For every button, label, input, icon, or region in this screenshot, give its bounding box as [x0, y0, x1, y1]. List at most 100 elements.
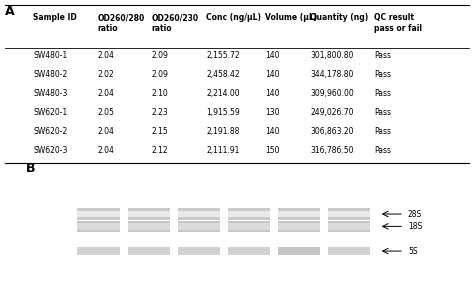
Bar	[278, 253, 320, 255]
Bar	[178, 249, 220, 253]
Bar	[77, 223, 119, 230]
Text: 2,214.00: 2,214.00	[206, 89, 240, 98]
Bar	[328, 249, 371, 253]
Text: SW480-2: SW480-2	[33, 70, 67, 79]
Text: SW620-2: SW620-2	[33, 127, 67, 136]
Text: 28S: 28S	[408, 210, 422, 218]
Bar	[228, 217, 270, 220]
Bar	[178, 223, 220, 230]
Bar	[77, 208, 119, 211]
Text: 2.10: 2.10	[152, 89, 168, 98]
Text: 2,111.91: 2,111.91	[206, 146, 239, 155]
Text: 140: 140	[265, 70, 280, 79]
Bar	[128, 223, 170, 230]
Bar	[278, 217, 320, 220]
Text: 2.23: 2.23	[152, 108, 168, 117]
Bar	[128, 247, 170, 249]
Bar	[328, 223, 371, 230]
Bar	[128, 211, 170, 217]
Text: Conc (ng/μL): Conc (ng/μL)	[206, 13, 261, 22]
Text: Quantity (ng): Quantity (ng)	[310, 13, 369, 22]
Text: SW480-3: SW480-3	[33, 89, 68, 98]
Bar	[328, 253, 371, 255]
Bar	[228, 211, 270, 217]
Text: 301,800.80: 301,800.80	[310, 51, 354, 60]
Bar	[278, 249, 320, 253]
Text: 2.04: 2.04	[97, 89, 114, 98]
Text: 3: 3	[196, 171, 201, 180]
Bar	[228, 247, 270, 249]
Text: 309,960.00: 309,960.00	[310, 89, 354, 98]
Bar	[278, 220, 320, 223]
Bar	[128, 249, 170, 253]
Text: 2.04: 2.04	[97, 127, 114, 136]
Text: OD260/280
ratio: OD260/280 ratio	[97, 13, 145, 33]
Text: SW620-3: SW620-3	[33, 146, 68, 155]
Bar	[228, 253, 270, 255]
Bar	[278, 208, 320, 211]
Text: Pass: Pass	[374, 127, 392, 136]
Text: Pass: Pass	[374, 51, 392, 60]
Text: 1,915.59: 1,915.59	[206, 108, 240, 117]
Text: 5: 5	[297, 171, 301, 180]
Text: 130: 130	[265, 108, 280, 117]
Text: Volume (μL): Volume (μL)	[265, 13, 318, 22]
Bar	[178, 220, 220, 223]
Bar	[77, 217, 119, 220]
Text: 249,026.70: 249,026.70	[310, 108, 354, 117]
Text: 2.15: 2.15	[152, 127, 168, 136]
Text: Sample ID: Sample ID	[33, 13, 77, 22]
Bar	[328, 230, 371, 232]
Text: 2,155.72: 2,155.72	[206, 51, 240, 60]
Text: Pass: Pass	[374, 146, 392, 155]
Text: 2.04: 2.04	[97, 51, 114, 60]
Text: 4: 4	[246, 171, 252, 180]
Bar	[228, 249, 270, 253]
Bar	[178, 217, 220, 220]
Bar	[278, 223, 320, 230]
Text: 1: 1	[96, 171, 101, 180]
Bar	[128, 217, 170, 220]
Text: 316,786.50: 316,786.50	[310, 146, 354, 155]
Bar	[328, 247, 371, 249]
Text: 2.09: 2.09	[152, 51, 169, 60]
Text: A: A	[5, 5, 14, 18]
Bar	[328, 217, 371, 220]
Bar	[128, 230, 170, 232]
Text: Pass: Pass	[374, 70, 392, 79]
Text: QC result
pass or fail: QC result pass or fail	[374, 13, 422, 33]
Bar	[178, 208, 220, 211]
Bar	[77, 253, 119, 255]
Bar	[178, 230, 220, 232]
Text: 6: 6	[347, 171, 352, 180]
Bar	[77, 220, 119, 223]
Bar	[128, 220, 170, 223]
Bar	[228, 223, 270, 230]
Bar	[77, 249, 119, 253]
Bar	[278, 211, 320, 217]
Bar	[128, 208, 170, 211]
Bar	[328, 208, 371, 211]
Bar	[77, 211, 119, 217]
Text: 2,458.42: 2,458.42	[206, 70, 240, 79]
Bar	[228, 220, 270, 223]
Text: 5S: 5S	[408, 247, 418, 255]
Text: 2,191.88: 2,191.88	[206, 127, 239, 136]
Bar	[228, 208, 270, 211]
Text: 140: 140	[265, 127, 280, 136]
Bar	[278, 247, 320, 249]
Bar	[128, 253, 170, 255]
Bar	[77, 230, 119, 232]
Text: Pass: Pass	[374, 108, 392, 117]
Text: 344,178.80: 344,178.80	[310, 70, 354, 79]
Text: 140: 140	[265, 89, 280, 98]
Text: 2.09: 2.09	[152, 70, 169, 79]
Text: Pass: Pass	[374, 89, 392, 98]
Bar	[228, 230, 270, 232]
Text: SW480-1: SW480-1	[33, 51, 67, 60]
Text: 2.02: 2.02	[97, 70, 114, 79]
Bar	[178, 247, 220, 249]
Text: 2.12: 2.12	[152, 146, 168, 155]
Text: OD260/230
ratio: OD260/230 ratio	[152, 13, 199, 33]
Text: 18S: 18S	[408, 222, 422, 231]
